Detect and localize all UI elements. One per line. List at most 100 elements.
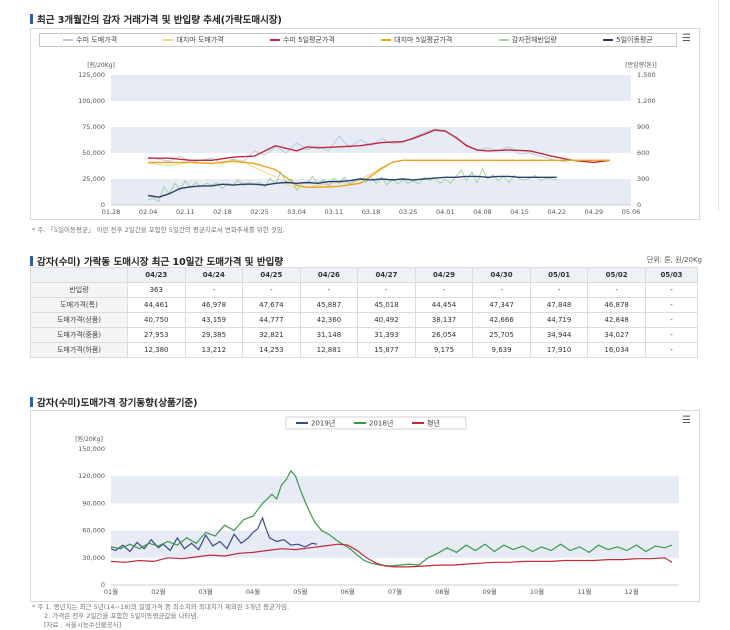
table-cell: 12,380	[127, 342, 186, 358]
section2-title: 감자(수미) 가락동 도매시장 최근 10일간 도매가격 및 반입량	[30, 254, 283, 268]
legend-item[interactable]: 대지마 도매가격	[163, 35, 224, 45]
y-tick-label: 0	[101, 201, 105, 209]
table-cell: 29,385	[184, 327, 244, 343]
section1-title: 최근 3개월간의 감자 거래가격 및 반입량 추세(가락도매시장)	[30, 12, 282, 26]
x-tick-label: 08월	[435, 587, 449, 596]
section-marker	[30, 256, 33, 266]
x-tick-label: 01.28	[102, 208, 121, 216]
legend-label: 감자전체반입량	[511, 36, 557, 44]
table-cell: -	[644, 282, 699, 298]
x-tick-label: 02월	[151, 587, 165, 596]
legend-swatch	[63, 39, 74, 41]
x-tick-label: 03.18	[362, 208, 381, 216]
chart3-panel: ☰ 0 30,000 60,000 90,000 120,000 150,000 [원/20…	[30, 410, 700, 602]
legend-item[interactable]: 수미 5일평균가격	[270, 35, 335, 45]
table-cell: 15,877	[357, 342, 416, 358]
series-line	[148, 159, 610, 189]
y-tick-label: 150,000	[78, 445, 105, 453]
y2-tick-label: 1,200	[637, 97, 656, 105]
y2-tick-label: 300	[637, 175, 649, 183]
table-unit: 단위: 톤, 원/20Kg	[646, 256, 702, 264]
x-tick-label: 03.11	[325, 208, 344, 216]
table-cell: 42,360	[299, 312, 359, 328]
table-cell: 40,750	[127, 312, 186, 328]
x-tick-label: 05.06	[622, 208, 641, 216]
x-tick-label: 04월	[246, 587, 260, 596]
series-line	[148, 129, 610, 164]
plot-band	[111, 75, 631, 101]
table-cell: 26,054	[414, 327, 474, 343]
y-tick-label: 25,000	[82, 175, 105, 183]
table-cell: 32,821	[242, 327, 301, 343]
column-header: 05/03	[644, 267, 699, 283]
table-row: 도매가격(중품) 27,953 29,385 32,821 31,148 31,393 26…	[30, 327, 699, 343]
table-cell: -	[644, 342, 699, 358]
table-cell: 13,212	[184, 342, 244, 358]
chart1-note: * 주. 「5일이동평균」 이란 전후 2일간을 포함한 5일간의 평균치로서 …	[32, 226, 285, 234]
y-axis-title: [원/20Kg]	[75, 435, 103, 443]
y-axis-title: [원/20Kg]	[87, 61, 115, 69]
table-cell: 42,848	[587, 312, 646, 328]
column-header: 04/24	[184, 267, 244, 283]
legend-swatch	[163, 39, 174, 41]
table-cell: 363	[127, 282, 186, 298]
legend-item[interactable]: 수미 도매가격	[63, 35, 117, 45]
plot-band	[111, 530, 679, 558]
table-header-row: 04/23 04/24 04/25 04/26 04/27 04/29 04/30 05/01…	[30, 267, 699, 283]
y-tick-label: 125,000	[78, 71, 105, 79]
row-header: 도매가격(하품)	[30, 342, 128, 358]
x-tick-label: 03.04	[287, 208, 306, 216]
x-tick-label: 03.25	[399, 208, 418, 216]
table-cell: -	[644, 297, 699, 313]
x-tick-label: 02.04	[139, 208, 158, 216]
table-cell: 31,393	[357, 327, 416, 343]
series-line	[147, 167, 557, 203]
table-cell: -	[184, 282, 244, 298]
x-tick-label: 04.08	[473, 208, 492, 216]
table-cell: -	[472, 282, 531, 298]
table-cell: 16,034	[587, 342, 646, 358]
series-line	[110, 469, 673, 567]
table-cell: 44,719	[529, 312, 589, 328]
table-cell: 17,910	[529, 342, 589, 358]
legend-item[interactable]: 감자전체반입량	[498, 35, 557, 45]
legend-label: 대지마 도매가격	[176, 36, 224, 44]
table-cell: 46,978	[184, 297, 244, 313]
plot-band	[111, 127, 631, 153]
x-tick-label: 02.11	[176, 208, 195, 216]
chart1-svg: 0 25,000 50,000 75,000 100,000 125,000 0 300 600…	[78, 61, 657, 216]
y-tick-label: 50,000	[82, 149, 105, 157]
y2-tick-label: 1,500	[637, 71, 656, 79]
x-tick-label: 01월	[104, 587, 118, 596]
table-row: 도매가격(특) 44,461 46,978 47,674 45,887 45,018 44,…	[30, 297, 699, 313]
legend-item[interactable]: 5일이동평균	[603, 35, 653, 45]
table-cell: 25,705	[472, 327, 531, 343]
table-cell: 9,639	[472, 342, 531, 358]
legend-label: 수미 도매가격	[76, 36, 118, 44]
table-cell: 40,492	[357, 312, 416, 328]
legend-label: 5일이동평균	[616, 36, 653, 44]
chart1-legend: 수미 도매가격 대지마 도매가격 수미 5일평균가격 대지마 5일평균가격 감자전체반입…	[39, 33, 677, 47]
table-cell: 47,674	[242, 297, 301, 313]
chart1-panel: 수미 도매가격 대지마 도매가격 수미 5일평균가격 대지마 5일평균가격 감자전체반입…	[30, 28, 700, 220]
x-tick-label: 05월	[293, 587, 307, 596]
legend-item[interactable]: 대지마 5일평균가격	[381, 35, 452, 45]
table-cell: 38,137	[414, 312, 474, 328]
column-header: 04/27	[357, 267, 416, 283]
hamburger-menu-icon[interactable]: ☰	[682, 33, 691, 44]
hamburger-menu-icon[interactable]: ☰	[682, 415, 691, 426]
table-cell: 45,018	[357, 297, 416, 313]
page-edge-strip	[718, 0, 730, 210]
y2-tick-label: 900	[637, 123, 649, 131]
y-tick-label: 100,000	[78, 97, 105, 105]
chart3-note-3: [자료 : 서울시농수산물공사]	[44, 621, 122, 629]
y2-tick-label: 600	[637, 149, 649, 157]
chart3-svg: 0 30,000 60,000 90,000 120,000 150,000 [원/20Kg…	[75, 416, 679, 596]
table-cell: 44,461	[127, 297, 186, 313]
table-cell: 45,887	[299, 297, 359, 313]
legend-swatch	[603, 39, 614, 41]
y-tick-label: 0	[101, 581, 105, 589]
table-cell: 27,953	[127, 327, 186, 343]
section-marker	[30, 397, 33, 407]
x-tick-label: 09월	[483, 587, 497, 596]
